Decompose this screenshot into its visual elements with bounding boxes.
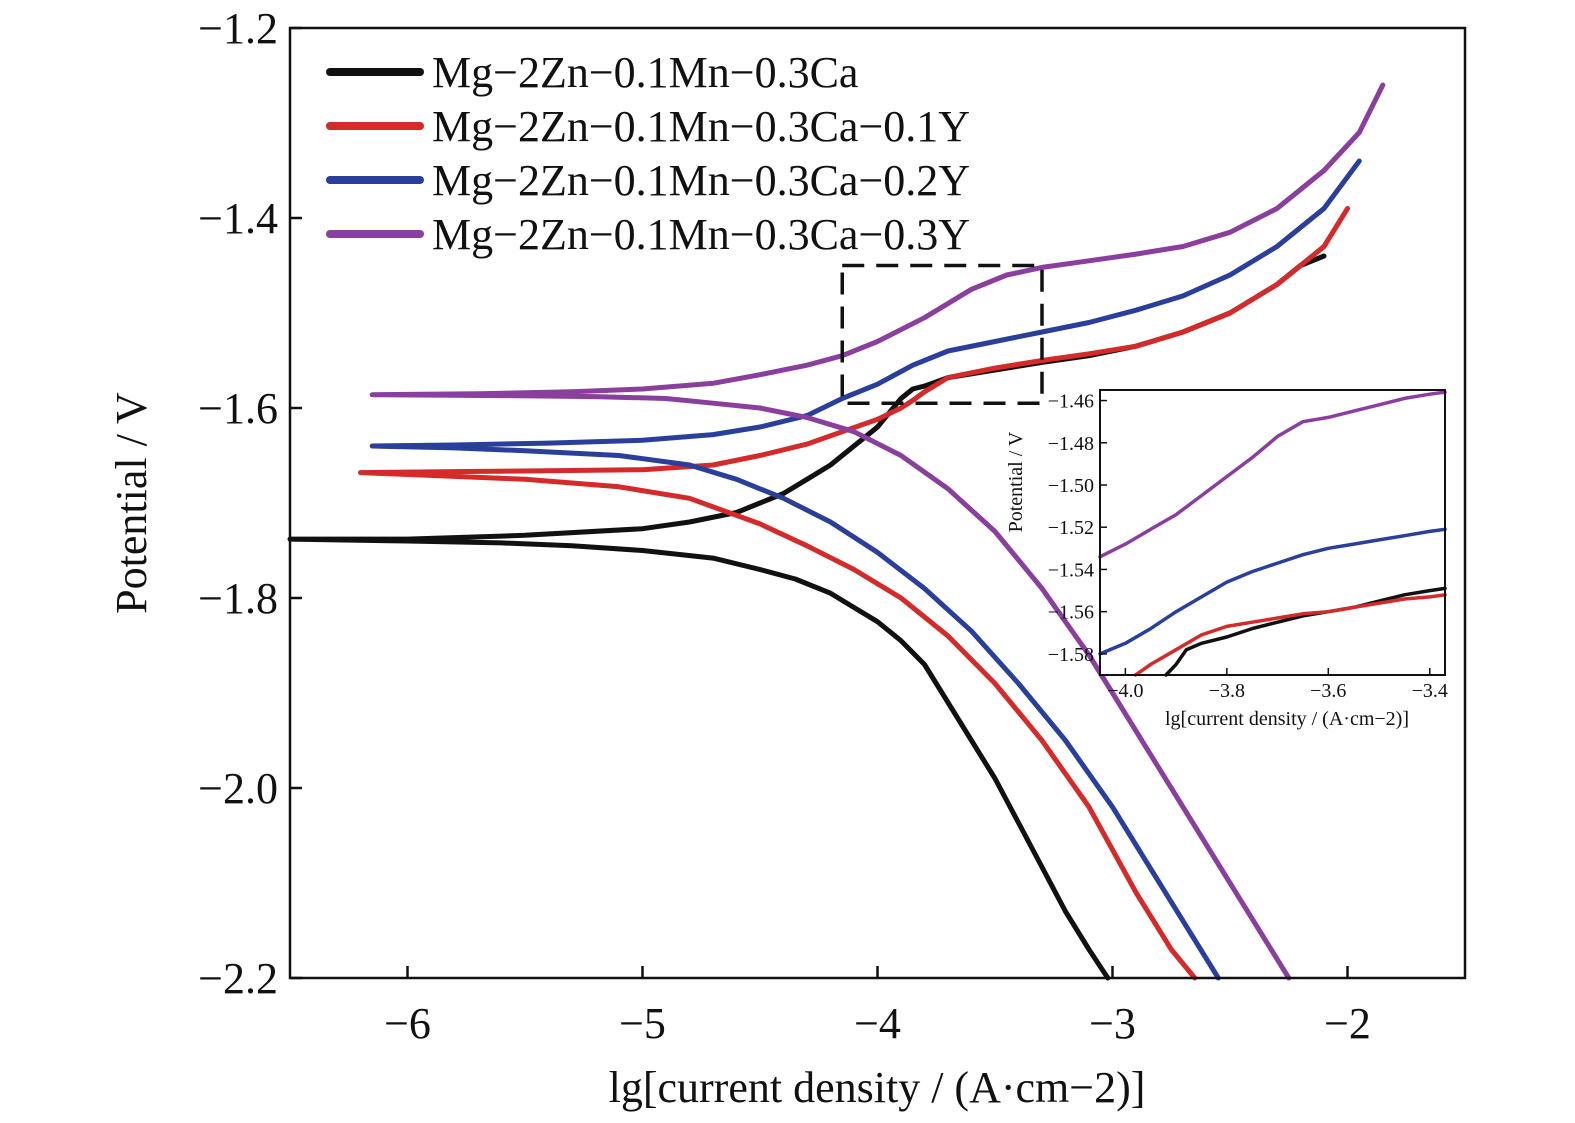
- inset-plot: −4.0 −3.8 −3.6 −3.4 −1.46 −1.48 −1.50 −1.52 −1.5…: [1005, 389, 1448, 730]
- inset-y-tick-label: −1.50: [1048, 475, 1094, 497]
- main-x-tick-label: −5: [619, 999, 666, 1048]
- inset-series-line-2: [1133, 593, 1447, 677]
- legend-item: Mg−2Zn−0.1Mn−0.3Ca−0.3Y: [326, 210, 970, 259]
- inset-series-line-4: [1098, 390, 1447, 559]
- legend-label: Mg−2Zn−0.1Mn−0.3Ca−0.2Y: [432, 156, 970, 205]
- main-x-tick-label: −6: [384, 999, 431, 1048]
- inset-plot-frame: [1099, 389, 1446, 676]
- inset-x-axis-title: lg[current density / (A·cm−2)]: [1165, 708, 1409, 730]
- main-x-tick-label: −4: [854, 999, 901, 1048]
- inset-series-lines: [1098, 390, 1447, 677]
- main-y-tick-label: −1.4: [198, 194, 278, 243]
- main-y-tick-label: −2.2: [198, 954, 278, 1003]
- main-y-tick-label: −1.2: [198, 4, 278, 53]
- inset-y-axis-title: Potential / V: [1005, 431, 1027, 532]
- inset-x-tick-label: −3.6: [1310, 680, 1346, 702]
- main-series-line-2: [358, 206, 1350, 981]
- main-y-tick-label: −1.6: [198, 384, 278, 433]
- inset-series-line-3: [1098, 527, 1447, 656]
- x-axis-title: lg[current density / (A·cm−2)]: [609, 1063, 1146, 1112]
- inset-y-tick-label: −1.54: [1048, 559, 1094, 581]
- legend-label: Mg−2Zn−0.1Mn−0.3Ca−0.1Y: [432, 102, 970, 151]
- inset-y-tick-label: −1.48: [1048, 433, 1094, 455]
- legend-item: Mg−2Zn−0.1Mn−0.3Ca: [326, 48, 858, 97]
- main-plot: −6 −5 −4 −3 −2 −1.2 −1.4 −1.6 −1.8 −2.0 −2.2 lg[cu…: [107, 4, 1467, 1112]
- inset-x-tick-label: −3.8: [1209, 680, 1245, 702]
- inset-x-tick-label: −4.0: [1107, 680, 1143, 702]
- legend-item: Mg−2Zn−0.1Mn−0.3Ca−0.1Y: [326, 102, 970, 151]
- main-series-lines: [287, 82, 1386, 981]
- inset-x-tick-label: −3.4: [1412, 680, 1448, 702]
- y-axis-title: Potential / V: [107, 392, 156, 614]
- inset-axis-ticks: −4.0 −3.8 −3.6 −3.4 −1.46 −1.48 −1.50 −1.52 −1.5…: [1048, 391, 1448, 702]
- inset-y-tick-label: −1.46: [1048, 391, 1094, 413]
- main-series-line-4: [369, 82, 1386, 981]
- main-y-tick-label: −2.0: [198, 764, 278, 813]
- legend: Mg−2Zn−0.1Mn−0.3Ca Mg−2Zn−0.1Mn−0.3Ca−0.1…: [326, 48, 970, 259]
- main-x-tick-label: −2: [1324, 999, 1371, 1048]
- inset-y-tick-label: −1.56: [1048, 602, 1094, 624]
- inset-background: [1100, 390, 1445, 675]
- legend-item: Mg−2Zn−0.1Mn−0.3Ca−0.2Y: [326, 156, 970, 205]
- main-axis-ticks: −6 −5 −4 −3 −2 −1.2 −1.4 −1.6 −1.8 −2.0 −2.2: [198, 4, 1371, 1048]
- legend-label: Mg−2Zn−0.1Mn−0.3Ca−0.3Y: [432, 210, 970, 259]
- inset-series-line-1: [1164, 586, 1447, 677]
- inset-y-tick-label: −1.58: [1048, 644, 1094, 666]
- inset-y-tick-label: −1.52: [1048, 517, 1094, 539]
- main-series-line-3: [369, 158, 1362, 981]
- legend-label: Mg−2Zn−0.1Mn−0.3Ca: [432, 48, 858, 97]
- main-y-tick-label: −1.8: [198, 574, 278, 623]
- main-x-tick-label: −3: [1089, 999, 1136, 1048]
